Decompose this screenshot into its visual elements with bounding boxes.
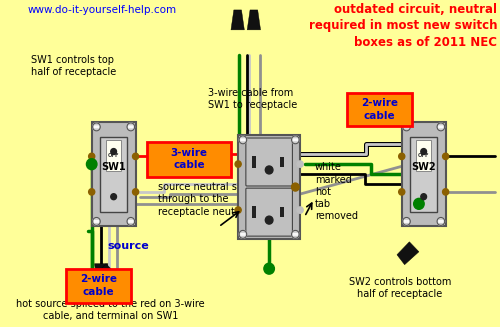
Text: SW2 controls bottom
half of receptacle: SW2 controls bottom half of receptacle xyxy=(348,277,451,299)
Text: 3-wire
cable: 3-wire cable xyxy=(170,148,207,170)
Circle shape xyxy=(402,123,410,131)
Text: OFF: OFF xyxy=(418,153,430,158)
Circle shape xyxy=(421,194,426,200)
FancyBboxPatch shape xyxy=(246,138,292,186)
FancyBboxPatch shape xyxy=(348,93,412,126)
FancyBboxPatch shape xyxy=(66,269,131,302)
Circle shape xyxy=(442,189,448,195)
Circle shape xyxy=(297,161,303,167)
Circle shape xyxy=(86,159,97,170)
FancyBboxPatch shape xyxy=(240,138,246,141)
FancyBboxPatch shape xyxy=(94,220,99,223)
FancyBboxPatch shape xyxy=(252,206,256,218)
Text: source: source xyxy=(107,241,148,251)
Circle shape xyxy=(132,153,138,160)
FancyBboxPatch shape xyxy=(106,140,121,171)
Circle shape xyxy=(92,217,100,225)
Circle shape xyxy=(437,123,444,131)
Circle shape xyxy=(88,189,95,195)
Text: 2-wire
cable: 2-wire cable xyxy=(80,274,117,297)
FancyBboxPatch shape xyxy=(280,157,284,167)
Circle shape xyxy=(132,189,138,195)
Circle shape xyxy=(127,123,134,131)
FancyBboxPatch shape xyxy=(280,207,284,217)
Text: OFF: OFF xyxy=(108,153,120,158)
Circle shape xyxy=(292,230,299,238)
Circle shape xyxy=(88,153,95,160)
FancyBboxPatch shape xyxy=(410,137,438,212)
FancyBboxPatch shape xyxy=(404,125,409,129)
Circle shape xyxy=(421,148,426,155)
Circle shape xyxy=(264,263,274,274)
Text: www.do-it-yourself-help.com: www.do-it-yourself-help.com xyxy=(28,5,177,15)
Text: tab
removed: tab removed xyxy=(315,199,358,221)
FancyBboxPatch shape xyxy=(128,220,134,223)
Polygon shape xyxy=(397,242,419,265)
Circle shape xyxy=(437,217,444,225)
Circle shape xyxy=(235,207,241,213)
Circle shape xyxy=(292,183,299,191)
FancyBboxPatch shape xyxy=(252,156,256,168)
Circle shape xyxy=(111,194,116,200)
Circle shape xyxy=(235,161,241,167)
FancyBboxPatch shape xyxy=(128,125,134,129)
Text: 2-wire
cable: 2-wire cable xyxy=(362,98,399,121)
Circle shape xyxy=(92,123,100,131)
Text: SW1 controls top
half of receptacle: SW1 controls top half of receptacle xyxy=(30,55,116,77)
Circle shape xyxy=(111,148,116,155)
FancyBboxPatch shape xyxy=(416,140,431,171)
Polygon shape xyxy=(247,10,260,30)
Text: white
marked
hot: white marked hot xyxy=(315,162,352,197)
Text: SW2: SW2 xyxy=(412,162,436,172)
Circle shape xyxy=(398,153,405,160)
Polygon shape xyxy=(94,264,108,284)
FancyBboxPatch shape xyxy=(404,220,409,223)
Circle shape xyxy=(239,230,246,238)
FancyBboxPatch shape xyxy=(240,233,246,236)
FancyBboxPatch shape xyxy=(246,188,292,236)
Circle shape xyxy=(398,189,405,195)
Text: SW1: SW1 xyxy=(102,162,126,172)
FancyBboxPatch shape xyxy=(238,135,300,239)
Text: outdated circuit, neutral
required in most new switch
boxes as of 2011 NEC: outdated circuit, neutral required in mo… xyxy=(308,3,497,49)
FancyBboxPatch shape xyxy=(292,138,298,141)
Text: hot source spliced to the red on 3-wire
cable, and terminal on SW1: hot source spliced to the red on 3-wire … xyxy=(16,299,205,321)
Polygon shape xyxy=(231,10,244,30)
Text: source neutral spliced
through to the
receptacle neutral: source neutral spliced through to the re… xyxy=(158,182,266,217)
FancyBboxPatch shape xyxy=(438,125,444,129)
FancyBboxPatch shape xyxy=(402,122,446,226)
FancyBboxPatch shape xyxy=(438,220,444,223)
Polygon shape xyxy=(94,264,116,286)
Circle shape xyxy=(239,136,246,144)
FancyBboxPatch shape xyxy=(147,142,231,177)
Circle shape xyxy=(266,166,273,174)
Circle shape xyxy=(414,198,424,209)
Circle shape xyxy=(402,217,410,225)
Circle shape xyxy=(266,216,273,224)
Circle shape xyxy=(292,136,299,144)
Text: 3-wire cable from
SW1 to receptacle: 3-wire cable from SW1 to receptacle xyxy=(208,88,298,110)
FancyBboxPatch shape xyxy=(292,233,298,236)
FancyBboxPatch shape xyxy=(92,122,136,226)
Circle shape xyxy=(442,153,448,160)
FancyBboxPatch shape xyxy=(100,137,127,212)
Circle shape xyxy=(127,217,134,225)
FancyBboxPatch shape xyxy=(94,125,99,129)
Circle shape xyxy=(297,207,303,213)
